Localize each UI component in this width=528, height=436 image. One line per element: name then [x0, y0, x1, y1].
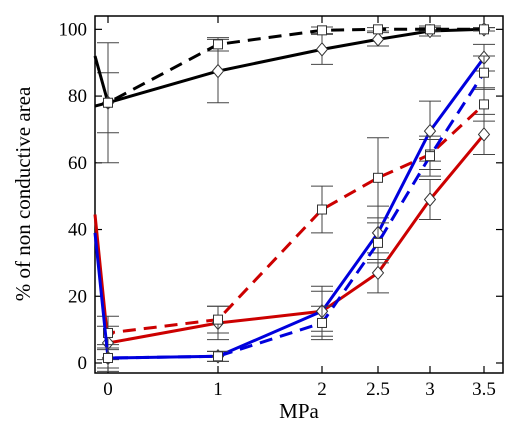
- series-line: [94, 27, 484, 108]
- data-point-square: [103, 327, 113, 338]
- y-tick-label: 80: [68, 86, 87, 107]
- data-point-square: [373, 24, 383, 35]
- data-point-square: [373, 172, 383, 183]
- data-point-square: [317, 204, 327, 215]
- y-tick-label: 100: [59, 19, 88, 40]
- axes: 0 20 40 60 80 100 0 1 2 2.5 3 3.5: [59, 16, 503, 400]
- y-tick-label: 60: [68, 153, 87, 174]
- y-axis-label: % of non conductive area: [11, 86, 35, 301]
- data-point-diamond: [477, 127, 491, 142]
- x-tick-label: 3.5: [472, 379, 496, 400]
- x-tick-label: 1: [213, 379, 223, 400]
- series-layer: [93, 22, 495, 372]
- data-point-diamond: [423, 192, 437, 207]
- y-tick-label: 0: [78, 353, 88, 374]
- data-point-square: [425, 24, 435, 35]
- series-4: [93, 43, 495, 372]
- series-5: [97, 55, 495, 369]
- x-tick-label: 2: [317, 379, 327, 400]
- plot-frame: [94, 15, 504, 374]
- data-point-square: [479, 24, 489, 35]
- x-axis-label: MPa: [279, 399, 319, 423]
- data-point-square: [425, 151, 435, 162]
- data-point-square: [373, 237, 383, 248]
- data-point-square: [317, 317, 327, 328]
- series-1: [94, 24, 495, 164]
- data-point-square: [317, 25, 327, 36]
- y-tick-label: 20: [68, 286, 87, 307]
- data-point-diamond: [315, 42, 329, 57]
- y-tick-label: 40: [68, 220, 87, 241]
- data-point-diamond: [371, 32, 385, 47]
- x-tick-label: 3: [425, 379, 435, 400]
- data-point-diamond: [371, 265, 385, 281]
- series-3: [97, 87, 495, 351]
- data-point-square: [479, 67, 489, 78]
- x-tick-label: 0: [103, 379, 113, 400]
- data-point-square: [103, 97, 113, 108]
- series-line: [93, 27, 485, 105]
- data-point-square: [103, 352, 113, 363]
- x-tick-label: 2.5: [366, 379, 390, 400]
- data-point-square: [479, 99, 489, 110]
- data-point-diamond: [211, 63, 225, 79]
- data-point-square: [213, 351, 223, 362]
- data-point-square: [213, 39, 223, 50]
- data-point-square: [213, 314, 223, 325]
